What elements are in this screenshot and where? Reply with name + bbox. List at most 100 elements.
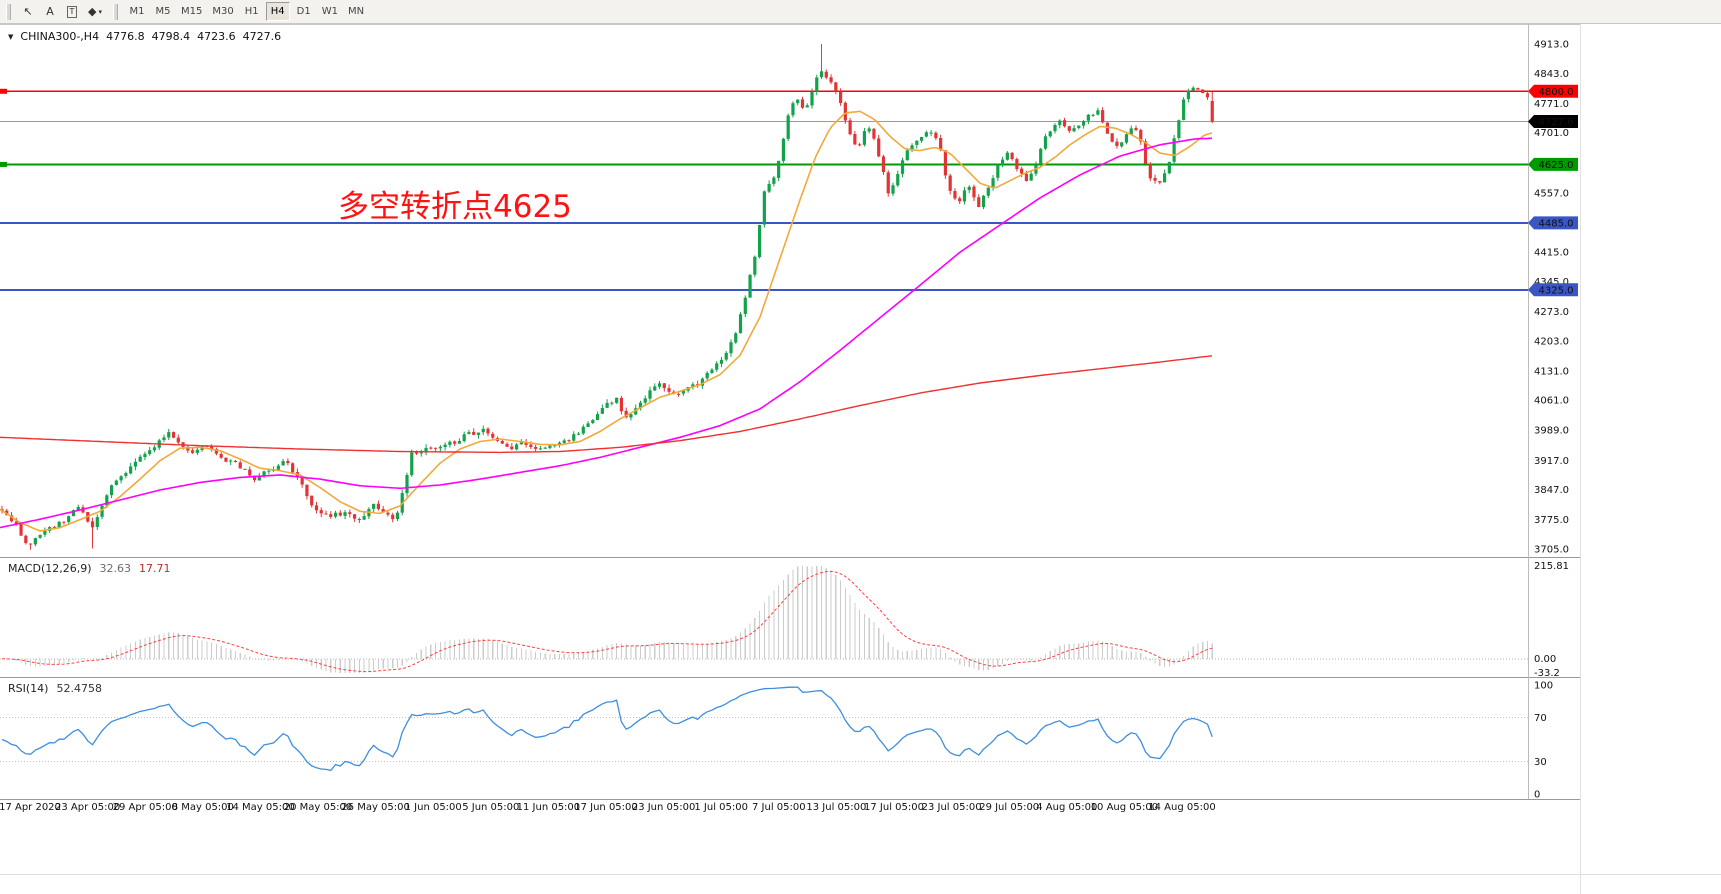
low-value: 4723.6 (197, 30, 236, 43)
rsi-label: RSI(14) 52.4758 (8, 682, 102, 695)
price-tick-label: 4345.0 (1534, 277, 1569, 288)
label-frame-icon: T (66, 5, 78, 18)
rsi-name: RSI(14) (8, 682, 49, 695)
timeframe-m1-button[interactable]: M1 (129, 6, 145, 17)
price-tick-label: 4771.0 (1534, 99, 1569, 110)
time-tick-label: 23 Jul 05:00 (922, 802, 982, 813)
time-tick-label: 1 Jul 05:00 (694, 802, 748, 813)
time-tick-label: 1 Jun 05:00 (405, 802, 462, 813)
ma-mid-line (0, 137, 1213, 529)
price-tick-label: 3705.0 (1534, 544, 1569, 555)
time-tick-label: 10 Aug 05:00 (1091, 802, 1158, 813)
time-tick-label: 20 May 05:00 (284, 802, 353, 813)
drawing-tools-group: ↖ A T ◆ ▾ (17, 0, 107, 23)
time-tick-label: 7 Jul 05:00 (752, 802, 806, 813)
time-tick-label: 17 Jun 05:00 (574, 802, 638, 813)
macd-histogram (6, 565, 1213, 674)
price-badge-4485.0: 4485.0 (1528, 216, 1578, 230)
price-tick-label: 4273.0 (1534, 307, 1569, 318)
time-tick-label: 11 Jun 05:00 (517, 802, 581, 813)
rsi-scale-label: 100 (1534, 681, 1553, 692)
price-badge-4800.0: 4800.0 (1528, 84, 1578, 98)
chart-marker-icon: ▼ (8, 32, 14, 41)
time-tick-label: 14 Aug 05:00 (1148, 802, 1215, 813)
time-tick-label: 5 Jun 05:00 (462, 802, 519, 813)
text-tool-button[interactable]: A (46, 5, 54, 18)
cursor-tool-button[interactable]: ↖ (23, 5, 33, 18)
macd-scale-label: 215.81 (1534, 561, 1569, 572)
timeframe-w1-button[interactable]: W1 (321, 6, 338, 17)
close-value: 4727.6 (242, 30, 282, 43)
svg-text:4625.0: 4625.0 (1539, 160, 1574, 171)
price-tick-label: 4843.0 (1534, 69, 1569, 80)
dropdown-caret-icon: ▾ (98, 7, 102, 16)
toolbar-grip[interactable] (6, 3, 11, 20)
horizontal-level-lines (0, 88, 1528, 291)
toolbar-grip[interactable] (112, 3, 118, 20)
macd-scale-label: 0.00 (1534, 654, 1556, 665)
timeframe-mn-button[interactable]: MN (347, 6, 365, 17)
timeframes-group: M1 M5 M15 M30 H1 H4 D1 W1 MN (124, 0, 369, 23)
price-tick-label: 4203.0 (1534, 336, 1569, 347)
toolbar: ↖ A T ◆ ▾ M1 M5 M15 M30 H1 H4 D1 W1 MN (0, 0, 1721, 24)
level-line-edge-mark (0, 161, 7, 167)
price-axis[interactable]: 4913.0 4843.0 4771.0 4701.0 4557.0 4415.0 4345… (1534, 40, 1569, 801)
timeframe-h4-button[interactable]: H4 (265, 2, 290, 21)
macd-signal-line (1, 570, 1213, 673)
time-tick-label: 26 May 05:00 (341, 802, 410, 813)
ma-fast-line (0, 110, 1213, 532)
timeframe-m15-button[interactable]: M15 (180, 6, 203, 17)
time-tick-label: 8 May 05:00 (172, 802, 234, 813)
svg-text:4800.0: 4800.0 (1539, 87, 1574, 98)
time-tick-label: 4 Aug 05:00 (1036, 802, 1097, 813)
price-tick-label: 4131.0 (1534, 366, 1569, 377)
macd-name: MACD(12,26,9) (8, 562, 92, 575)
price-badge-4625.0: 4625.0 (1528, 157, 1578, 171)
label-tool-button[interactable]: T (62, 2, 82, 21)
rsi-value: 52.4758 (56, 682, 102, 695)
time-tick-label: 13 Jul 05:00 (806, 802, 866, 813)
symbol-period-label: CHINA300-,H4 (20, 30, 100, 43)
macd-label: MACD(12,26,9) 32.63 17.71 (8, 562, 171, 575)
open-value: 4776.8 (106, 30, 145, 43)
price-tick-label: 4913.0 (1534, 40, 1569, 51)
macd-main-value: 32.63 (99, 562, 132, 575)
timeframe-h1-button[interactable]: H1 (244, 6, 259, 17)
price-badge-4325.0: 4325.0 (1528, 283, 1578, 297)
svg-text:4325.0: 4325.0 (1539, 285, 1574, 296)
price-tick-label: 4557.0 (1534, 188, 1569, 199)
price-tick-label: 4701.0 (1534, 128, 1569, 139)
svg-text:4727.6: 4727.6 (1539, 117, 1574, 128)
time-tick-label: 29 Jul 05:00 (979, 802, 1039, 813)
time-tick-label: 17 Apr 2020 (0, 802, 61, 813)
high-value: 4798.4 (151, 30, 191, 43)
candles (0, 44, 1214, 550)
price-tick-label: 3917.0 (1534, 456, 1569, 467)
macd-scale-label: -33.2 (1534, 668, 1560, 679)
level-line-edge-mark (0, 88, 7, 94)
price-tick-label: 3775.0 (1534, 515, 1569, 526)
price-tick-label: 3847.0 (1534, 485, 1569, 496)
rsi-scale-label: 70 (1534, 713, 1547, 724)
chart-annotation-text: 多空转折点4625 (338, 189, 572, 225)
price-tick-label: 4061.0 (1534, 396, 1569, 407)
time-tick-label: 23 Jun 05:00 (632, 802, 696, 813)
time-tick-label: 17 Jul 05:00 (864, 802, 924, 813)
timeframe-m30-button[interactable]: M30 (212, 6, 234, 17)
time-tick-label: 14 May 05:00 (226, 802, 295, 813)
timeframe-d1-button[interactable]: D1 (296, 6, 311, 17)
rsi-scale-label: 0 (1534, 790, 1540, 801)
current-price-badge: 4727.6 (1528, 115, 1578, 129)
time-tick-label: 23 Apr 05:00 (55, 802, 120, 813)
symbol-ohlc-header: ▼ CHINA300-,H4 4776.8 4798.4 4723.6 4727… (8, 30, 281, 43)
svg-text:4485.0: 4485.0 (1539, 218, 1574, 229)
price-tick-label: 3989.0 (1534, 426, 1569, 437)
shapes-tool-button[interactable]: ◆ ▾ (88, 5, 102, 18)
time-tick-label: 29 Apr 05:00 (113, 802, 178, 813)
timeframe-m5-button[interactable]: M5 (155, 6, 171, 17)
macd-signal-value: 17.71 (139, 562, 171, 575)
price-tick-label: 4415.0 (1534, 248, 1569, 259)
